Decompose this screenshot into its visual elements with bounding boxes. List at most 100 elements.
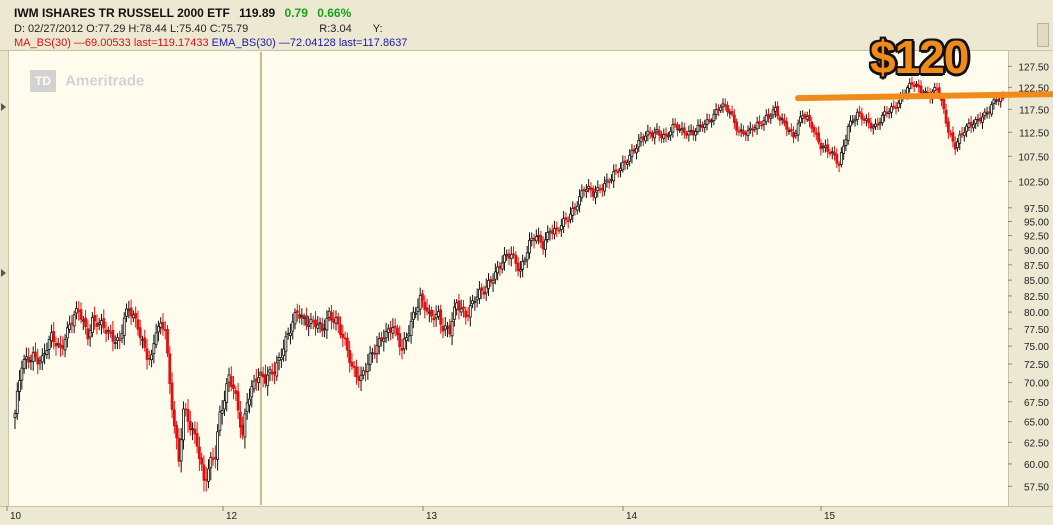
candle-body [917,84,921,88]
candle-body [252,380,256,390]
candle-body [594,191,597,199]
candle-body [250,386,254,398]
candle-body [666,135,670,138]
candle-body [145,348,149,360]
candle-body [992,99,996,104]
candle-body [54,342,58,347]
candle-body [651,132,654,138]
ema-study-label[interactable]: EMA_BS(30) —72.04128 last=117.8637 [211,37,408,49]
candle-body [664,133,668,137]
candle-body [229,376,233,387]
candle-body [933,87,937,92]
candle-body [84,317,87,328]
candle-body [507,253,511,259]
candle-body [701,124,704,129]
candle-body [876,123,880,126]
candle-body [585,189,588,192]
candle-body [610,178,613,181]
candle-body [748,127,752,131]
candle-body [839,152,843,165]
candle-body [93,315,97,322]
left-scroll-strip[interactable] [0,51,9,507]
y-tick-label: 122.50 [1018,83,1049,94]
candle-body [286,333,290,336]
y-tick-label: 57.50 [1024,482,1049,493]
panel-grip-handle[interactable] [1037,23,1049,47]
candle-body [220,410,224,414]
candle-body [767,113,770,118]
candle-body [646,130,650,136]
candle-body [437,311,440,317]
candle-body [168,353,172,385]
candle-body [15,390,19,414]
candle-body [427,311,431,314]
candle-body [785,121,789,130]
time-axis[interactable] [0,506,1053,525]
candle-body [525,252,529,261]
candle-body [91,317,94,334]
ma-study-label[interactable]: MA_BS(30) —69.00533 last=119.17433 [14,37,209,49]
candle-body [578,196,581,206]
candle-body [541,241,545,250]
candle-body [466,314,470,317]
candle-body [942,98,946,110]
price-axis[interactable] [1008,51,1053,506]
candle-body [949,133,953,136]
candle-body [380,337,383,342]
candle-body [798,116,802,123]
candle-body [59,344,62,348]
candle-body [867,118,871,124]
candle-body [783,119,786,124]
candle-body [270,371,274,375]
candle-body [411,311,415,320]
candle-body [598,188,602,191]
candle-body [817,132,821,143]
candle-body [122,317,126,336]
candle-body [218,411,222,431]
candle-body [619,167,622,171]
candle-body [600,187,604,190]
candle-body [195,433,199,447]
candle-body [197,446,201,460]
candle-body [773,107,777,112]
candle-body [446,326,449,329]
candle-body [405,337,408,342]
candle-body [530,237,534,241]
candle-body [150,354,153,361]
candle-body [236,391,240,411]
candles-group [13,76,1005,492]
candle-body [628,154,632,162]
candle-body [243,413,247,438]
candle-body [323,328,327,331]
candle-body [539,235,543,243]
candle-body [50,332,53,342]
candle-body [837,163,841,166]
candle-body [68,324,72,330]
candle-body [398,333,402,348]
candle-body [434,314,438,319]
y-tick-labels: 57.50 60.00 62.50 65.00 67.50 70.00 72.50 75.00… [1008,62,1049,493]
candle-body [487,280,490,289]
candle-body [462,306,465,310]
candle-body [355,366,358,378]
candle-body [981,116,984,123]
expand-arrow-icon[interactable] [1,269,6,277]
candle-body [912,85,916,87]
x-tick-label: 13 [426,511,438,522]
candle-body [389,327,393,333]
candle-body [152,343,156,354]
candle-body [537,234,540,237]
candle-body [758,121,761,125]
candle-body [705,119,709,125]
candle-body [56,342,60,346]
candle-body [714,109,718,115]
td-logo-icon: TD [30,70,56,92]
candle-body [193,428,197,435]
candle-body [575,205,579,211]
candle-body [500,262,504,270]
candle-body [88,330,92,338]
candle-body [480,287,484,291]
collapse-arrow-icon[interactable] [1,103,6,111]
candle-body [707,119,711,122]
